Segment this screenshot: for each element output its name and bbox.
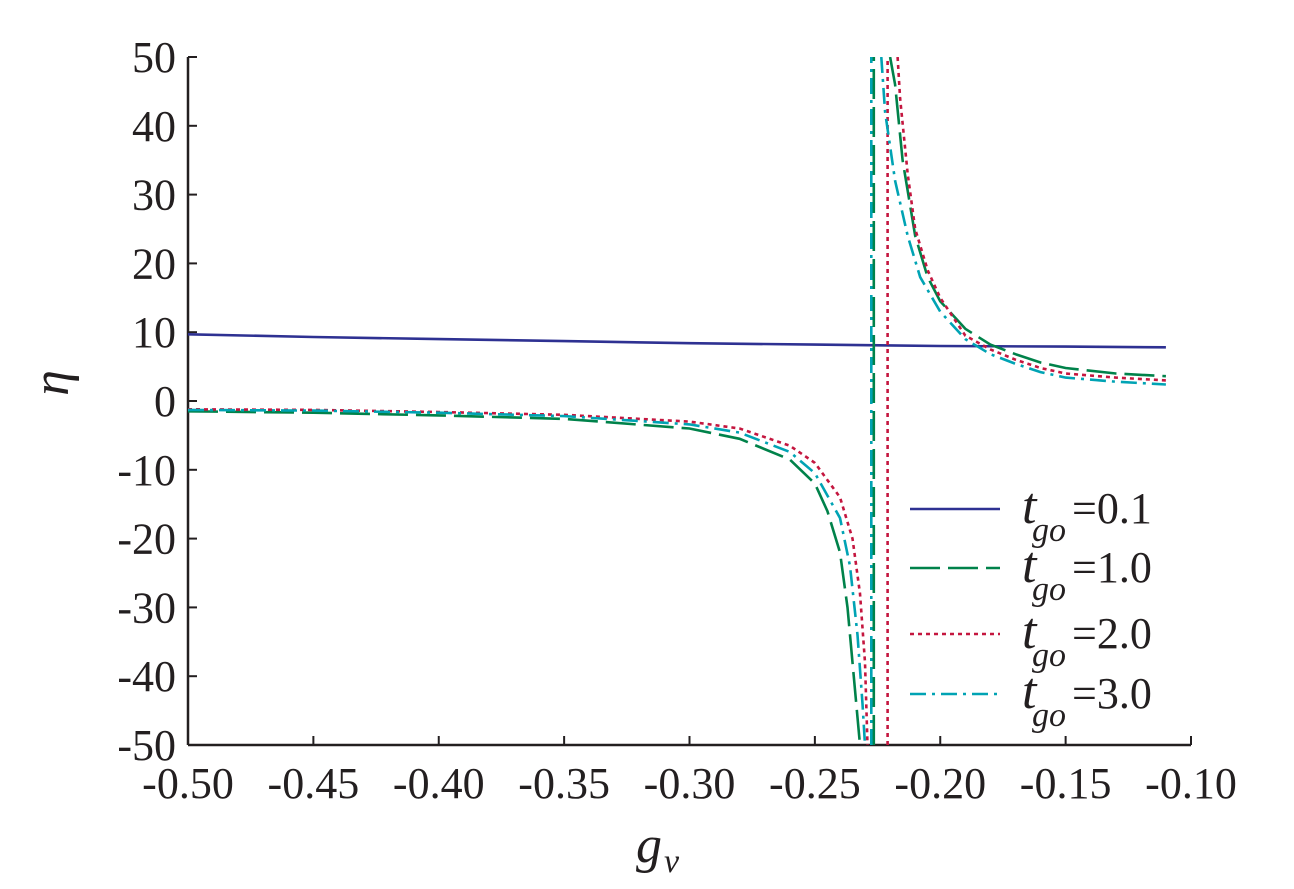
x-tick-label: -0.25: [769, 759, 861, 808]
y-tick-label: -10: [117, 446, 176, 495]
y-axis-title: η: [23, 370, 80, 396]
legend-prefix: t: [1022, 537, 1038, 594]
y-axis-ticks: 50 40 30 20 10 0 -10 -20 -30 -40 -50: [117, 33, 197, 770]
series-layer: [188, 57, 1166, 745]
legend-subscript: go: [1032, 512, 1066, 549]
legend-prefix: t: [1022, 663, 1038, 720]
y-tick-label: -40: [117, 652, 176, 701]
x-tick-label: -0.50: [142, 759, 234, 808]
series-line-4: [188, 408, 867, 745]
y-tick-label: -30: [117, 583, 176, 632]
y-tick-label: -50: [117, 721, 176, 770]
legend-subscript: go: [1032, 697, 1066, 734]
series-line-1: [188, 333, 1166, 349]
x-tick-label: -0.20: [894, 759, 986, 808]
x-tick-label: -0.10: [1145, 759, 1237, 808]
legend-prefix: t: [1022, 478, 1038, 535]
x-tick-label: -0.30: [644, 759, 736, 808]
series-line-3: [188, 408, 869, 745]
y-tick-label: 30: [132, 171, 176, 220]
legend-label: =0.1: [1072, 484, 1152, 533]
legend-subscript: go: [1032, 571, 1066, 608]
legend-label: =3.0: [1072, 669, 1152, 718]
y-tick-label: 10: [132, 308, 176, 357]
y-tick-label: 40: [132, 102, 176, 151]
y-tick-label: 20: [132, 239, 176, 288]
y-tick-label: 0: [154, 377, 176, 426]
x-axis-ticks: -0.50 -0.45 -0.40 -0.35 -0.30 -0.25 -0.20 -0.15…: [142, 736, 1237, 808]
series-line-2: [888, 57, 1166, 378]
x-axis-title-subscript: v: [664, 843, 680, 880]
x-tick-label: -0.40: [393, 759, 485, 808]
series-line-4: [880, 57, 1166, 386]
legend-subscript: go: [1032, 637, 1066, 674]
y-tick-label: -20: [117, 515, 176, 564]
x-tick-label: -0.35: [518, 759, 610, 808]
x-tick-label: -0.45: [268, 759, 360, 808]
legend-label: =2.0: [1072, 609, 1152, 658]
y-tick-label: 50: [132, 33, 176, 82]
x-tick-label: -0.15: [1020, 759, 1112, 808]
series-line-3: [896, 57, 1166, 382]
series-line-2: [188, 410, 862, 745]
legend-label: =1.0: [1072, 543, 1152, 592]
legend-prefix: t: [1022, 603, 1038, 660]
x-axis-title: g: [636, 817, 662, 874]
